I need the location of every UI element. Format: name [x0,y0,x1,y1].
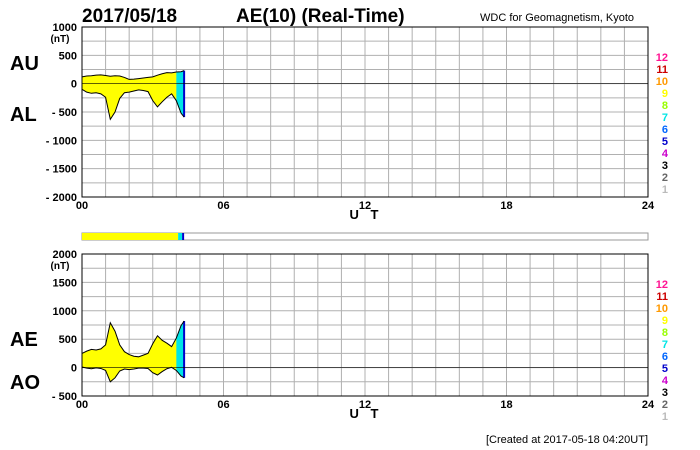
station-key-label: 9 [662,315,668,327]
station-key-label: 12 [656,279,668,291]
y-tick-label: 500 [59,334,77,346]
coverage-strip-blue [182,233,185,240]
x-tick-label: 06 [217,200,229,212]
plot-frame [81,26,649,198]
y-tick-label: 2000 [53,249,77,261]
y-tick-label: - 500 [52,107,77,119]
y-tick-label: 1000 [53,306,77,318]
station-key-label: 11 [656,64,668,76]
plot-frame [81,253,649,397]
station-key-label: 1 [662,411,668,423]
station-key-label: 10 [656,303,668,315]
figure-title: AE(10) (Real-Time) [236,6,405,27]
station-key-label: 6 [662,351,668,363]
y-tick-label: - 2000 [46,192,77,204]
station-key-label: 1 [662,184,668,196]
y-tick-label: 0 [71,79,77,91]
station-key-label: 11 [656,291,668,303]
bottom-x-axis-label: U T [350,406,383,421]
al-label: AL [10,104,37,126]
station-key-label: 10 [656,76,668,88]
bottom-unit-label: (nT) [51,261,70,272]
station-key-label: 3 [662,160,668,172]
x-tick-label: 12 [359,200,371,212]
station-key-label: 9 [662,88,668,100]
top-x-axis-label: U T [350,207,383,222]
coverage-strip-yellow [82,233,179,240]
station-key-label: 4 [662,148,669,160]
organization-label: WDC for Geomagnetism, Kyoto [480,12,634,24]
station-key-label: 4 [662,375,669,387]
station-key-label: 3 [662,387,668,399]
x-tick-label: 00 [76,399,88,411]
station-key-label: 2 [662,399,668,411]
x-tick-label: 18 [500,200,512,212]
coverage-strip-cyan [178,233,183,240]
ae-label: AE [10,329,38,351]
created-timestamp: [Created at 2017-05-18 04:20UT] [486,434,648,446]
y-tick-label: 500 [59,50,77,62]
x-tick-label: 12 [359,399,371,411]
station-key-label: 5 [662,363,668,375]
top-unit-label: (nT) [51,34,70,45]
series-line-au [81,70,185,80]
series-line-al [81,88,185,121]
station-key-label: 7 [662,339,668,351]
station-key-label: 6 [662,124,668,136]
station-key-label: 2 [662,172,668,184]
y-tick-label: - 1000 [46,135,77,147]
station-key-label: 5 [662,136,668,148]
x-tick-label: 00 [76,200,88,212]
y-tick-label: 1000 [53,22,77,34]
station-coverage-strip [81,232,649,241]
cyan-tail-band [176,321,185,378]
x-tick-label: 24 [642,399,655,411]
y-tick-label: - 1500 [46,164,77,176]
station-key-label: 8 [662,100,668,112]
date-label: 2017/05/18 [82,6,177,27]
series-line-ao [81,366,185,383]
station-key-label: 12 [656,52,668,64]
x-tick-label: 18 [500,399,512,411]
station-key-label: 7 [662,112,668,124]
y-tick-label: 1500 [53,277,77,289]
series-line-ae [81,320,185,358]
y-tick-label: 0 [71,363,77,375]
x-tick-label: 06 [217,399,229,411]
data-band-fill [82,70,185,120]
x-tick-label: 24 [642,200,655,212]
y-tick-label: - 500 [52,391,77,403]
au-label: AU [10,53,39,75]
ao-label: AO [10,372,40,394]
station-key-label: 8 [662,327,668,339]
